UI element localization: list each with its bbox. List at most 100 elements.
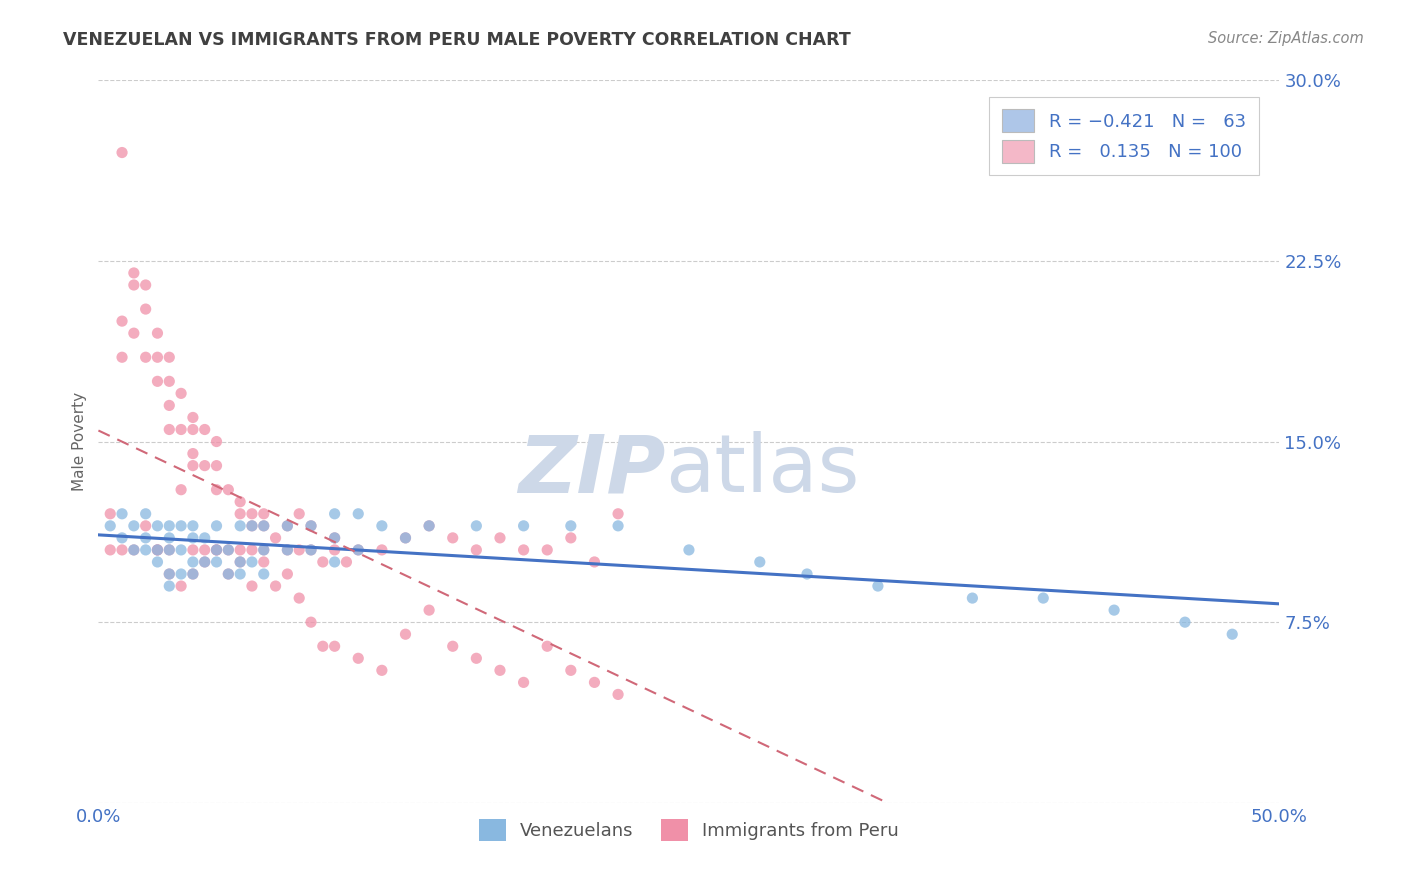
Point (253, 518, 276, 533)
Point (135, 277, 157, 292)
Point (205, 542, 228, 557)
Point (157, 542, 180, 557)
Point (512, 675, 534, 690)
Point (323, 507, 346, 521)
Point (146, 326, 169, 340)
Point (229, 555, 252, 569)
Point (217, 483, 239, 497)
Point (217, 542, 239, 557)
Point (205, 542, 228, 557)
Text: ZIP: ZIP (517, 432, 665, 509)
Point (347, 651, 370, 665)
Point (240, 507, 263, 521)
Point (347, 507, 370, 521)
Point (240, 579, 263, 593)
Point (194, 542, 217, 557)
Point (276, 518, 298, 533)
Point (1174, 615, 1197, 630)
Point (253, 567, 276, 582)
Point (299, 542, 322, 557)
Point (441, 531, 464, 545)
Point (678, 542, 700, 557)
Point (866, 579, 889, 593)
Point (135, 507, 157, 521)
Point (146, 542, 169, 557)
Point (135, 301, 157, 317)
Point (323, 531, 346, 545)
Point (122, 542, 145, 557)
Point (205, 542, 228, 557)
Point (748, 555, 770, 569)
Point (181, 567, 204, 582)
Point (217, 567, 239, 582)
Point (253, 542, 276, 557)
Point (181, 567, 204, 582)
Point (465, 542, 488, 557)
Point (253, 542, 276, 557)
Point (205, 483, 228, 497)
Point (205, 434, 228, 449)
Point (111, 314, 134, 328)
Point (288, 591, 311, 605)
Legend: Venezuelans, Immigrants from Peru: Venezuelans, Immigrants from Peru (471, 812, 907, 848)
Point (157, 531, 180, 545)
Point (323, 555, 346, 569)
Point (299, 518, 322, 533)
Point (146, 518, 169, 533)
Point (170, 483, 193, 497)
Point (111, 542, 134, 557)
Point (146, 555, 169, 569)
Point (205, 555, 228, 569)
Point (371, 542, 394, 557)
Point (194, 422, 217, 436)
Point (135, 531, 157, 545)
Point (1032, 591, 1054, 605)
Point (299, 615, 322, 630)
Point (276, 567, 298, 582)
Point (194, 555, 217, 569)
Point (170, 542, 193, 557)
Point (418, 603, 440, 617)
Point (194, 555, 217, 569)
Point (418, 518, 440, 533)
Point (347, 542, 370, 557)
Point (122, 518, 145, 533)
Point (264, 531, 287, 545)
Point (607, 518, 630, 533)
Point (323, 639, 346, 653)
Point (229, 494, 252, 508)
Point (1220, 627, 1243, 641)
Point (512, 518, 534, 533)
Point (170, 422, 193, 436)
Point (217, 542, 239, 557)
Point (441, 639, 464, 653)
Point (194, 458, 217, 473)
Point (217, 567, 239, 582)
Point (253, 518, 276, 533)
Point (560, 531, 582, 545)
Point (288, 542, 311, 557)
Point (146, 374, 169, 388)
Point (122, 326, 145, 340)
Point (465, 651, 488, 665)
Point (962, 591, 984, 605)
Point (229, 507, 252, 521)
Point (489, 664, 512, 678)
Point (418, 518, 440, 533)
Point (583, 675, 606, 690)
Point (347, 542, 370, 557)
Text: atlas: atlas (665, 432, 859, 509)
Point (170, 386, 193, 401)
Text: Source: ZipAtlas.com: Source: ZipAtlas.com (1208, 31, 1364, 46)
Point (98, 518, 121, 533)
Point (323, 542, 346, 557)
Point (181, 542, 204, 557)
Point (312, 555, 335, 569)
Point (157, 579, 180, 593)
Point (299, 518, 322, 533)
Point (135, 542, 157, 557)
Point (276, 542, 298, 557)
Point (796, 567, 818, 582)
Point (560, 518, 582, 533)
Point (146, 542, 169, 557)
